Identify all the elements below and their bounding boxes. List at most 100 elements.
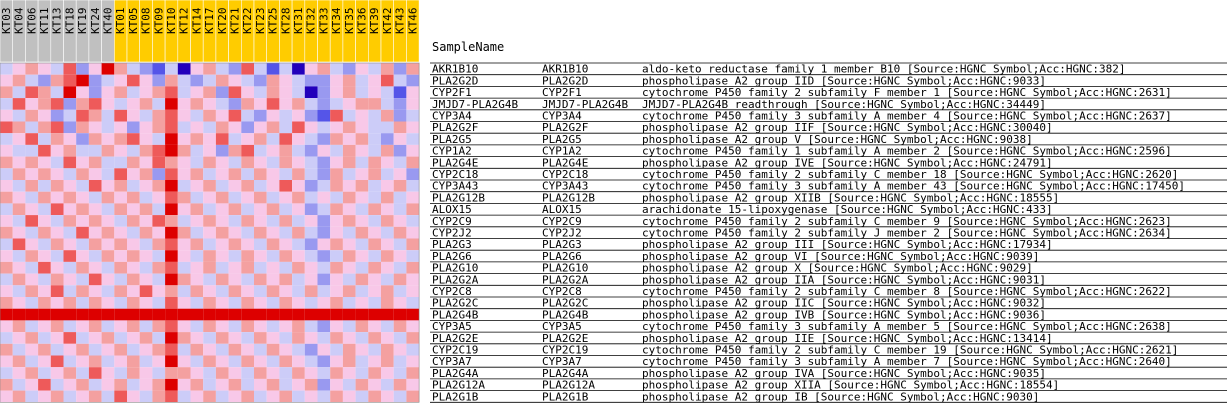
heatmap-cell: [12, 203, 26, 216]
heatmap-cell: [406, 109, 420, 122]
heatmap-cell: [304, 98, 318, 110]
heatmap-cell: [152, 121, 166, 134]
heatmap-cell: [152, 156, 166, 169]
heatmap-cell: [0, 238, 13, 251]
heatmap-cell: [88, 308, 102, 321]
heatmap-cell: [368, 343, 381, 356]
heatmap-cell: [12, 297, 26, 309]
sample-label: KT05: [127, 8, 140, 35]
heatmap-cell: [177, 203, 191, 216]
heatmap-cell: [139, 86, 153, 99]
heatmap-cell: [368, 98, 381, 110]
heatmap-cell: [292, 285, 305, 297]
heatmap-cell: [127, 168, 140, 180]
heatmap-cell: [101, 144, 115, 157]
row-symbol-label: CYP3A7: [542, 355, 582, 368]
heatmap-cell: [127, 355, 140, 368]
heatmap-cell: [279, 121, 293, 134]
row-description: cytochrome P450 family 2 subfamily F mem…: [642, 86, 1172, 99]
heatmap-cell: [88, 144, 102, 157]
heatmap-cell: [0, 98, 13, 110]
heatmap-cell: [177, 109, 191, 122]
heatmap-cell: [38, 273, 51, 286]
heatmap-cell: [304, 215, 318, 227]
heatmap-cell: [381, 63, 394, 75]
row-description: cytochrome P450 family 2 subfamily C mem…: [642, 168, 1178, 181]
heatmap-cell: [0, 320, 13, 333]
row-description: cytochrome P450 family 2 subfamily C mem…: [642, 344, 1178, 357]
heatmap-cell: [25, 63, 39, 75]
heatmap-cell: [101, 226, 115, 239]
heatmap-cell: [76, 390, 89, 403]
heatmap-cell: [152, 215, 166, 227]
heatmap-cell: [177, 343, 191, 356]
heatmap-cell: [228, 168, 242, 180]
heatmap-cell: [406, 320, 420, 333]
heatmap-cell: [368, 320, 381, 333]
heatmap-cell: [12, 191, 26, 204]
heatmap-cell: [330, 203, 343, 216]
heatmap-cell: [355, 285, 369, 297]
heatmap-cell: [177, 191, 191, 204]
heatmap-cell: [279, 144, 293, 157]
sample-label: KT33: [317, 8, 330, 35]
heatmap-cell: [330, 180, 343, 192]
heatmap-cell: [38, 191, 51, 204]
heatmap-cell: [317, 215, 331, 227]
row-probe-label: PLA2G12A: [432, 379, 485, 392]
heatmap-cell: [50, 285, 64, 297]
heatmap-cell: [393, 297, 407, 309]
heatmap-cell: [139, 250, 153, 262]
heatmap-cell: [203, 343, 216, 356]
heatmap-cell: [139, 226, 153, 239]
row-symbol-label: PLA2G5: [542, 133, 582, 146]
heatmap-cell: [215, 180, 229, 192]
heatmap-cell: [88, 156, 102, 169]
heatmap-cell: [139, 273, 153, 286]
heatmap-cell: [342, 156, 356, 169]
heatmap-cell: [393, 390, 407, 403]
heatmap-cell: [190, 261, 204, 274]
sample-label: KT28: [279, 8, 292, 35]
heatmap-cell: [355, 250, 369, 262]
heatmap-cell: [228, 332, 242, 344]
heatmap-cell: [266, 86, 280, 99]
heatmap-cell: [25, 109, 39, 122]
heatmap-cell: [355, 168, 369, 180]
heatmap-cell: [254, 297, 267, 309]
heatmap-cell: [381, 261, 394, 274]
heatmap-cell: [368, 390, 381, 403]
heatmap-cell: [12, 133, 26, 145]
heatmap-cell: [292, 144, 305, 157]
heatmap-cell: [177, 121, 191, 134]
heatmap-cell: [317, 133, 331, 145]
heatmap-cell: [215, 168, 229, 180]
heatmap-cell: [304, 390, 318, 403]
heatmap-cell: [279, 273, 293, 286]
heatmap-cell: [381, 308, 394, 321]
heatmap-cell: [342, 203, 356, 216]
row-probe-label: PLA2G2A: [432, 273, 479, 286]
heatmap-cell: [88, 168, 102, 180]
row-probe-label: PLA2G4B: [432, 308, 479, 321]
heatmap-cell: [330, 355, 343, 368]
heatmap-cell: [127, 63, 140, 75]
heatmap-cell: [304, 238, 318, 251]
heatmap-cell: [393, 308, 407, 321]
row-probe-label: PLA2G2E: [432, 332, 478, 345]
heatmap-cell: [152, 261, 166, 274]
heatmap-cell: [101, 355, 115, 368]
heatmap-cell: [355, 378, 369, 391]
heatmap-cell: [165, 203, 178, 216]
heatmap-cell: [152, 133, 166, 145]
heatmap-cell: [203, 378, 216, 391]
heatmap-cell: [279, 98, 293, 110]
heatmap-cell: [88, 390, 102, 403]
sample-label: KT35: [343, 8, 356, 35]
row-symbol-label: PLA2G1B: [542, 390, 589, 403]
heatmap-cell: [88, 367, 102, 379]
heatmap-cell: [228, 121, 242, 134]
heatmap-cell: [190, 121, 204, 134]
heatmap-cell: [342, 390, 356, 403]
row-symbol-label: CYP2C9: [542, 215, 582, 228]
